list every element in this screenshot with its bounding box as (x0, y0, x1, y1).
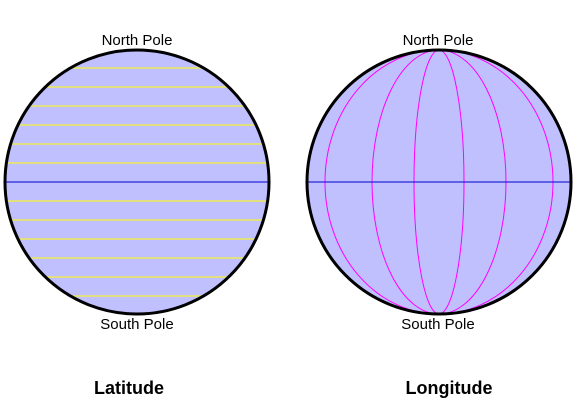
latitude-caption: Latitude (94, 378, 164, 398)
longitude-north-pole-label: North Pole (403, 32, 474, 49)
latitude-globe-outline (3, 48, 271, 316)
longitude-globe-outline (305, 48, 573, 316)
latitude-north-pole-label: North Pole (102, 32, 173, 49)
longitude-globe: North Pole South Pole Longitude (305, 32, 573, 398)
longitude-caption: Longitude (406, 378, 493, 398)
longitude-south-pole-label: South Pole (401, 316, 474, 333)
latitude-south-pole-label: South Pole (100, 316, 173, 333)
latitude-globe: North Pole South Pole Latitude (3, 32, 271, 398)
